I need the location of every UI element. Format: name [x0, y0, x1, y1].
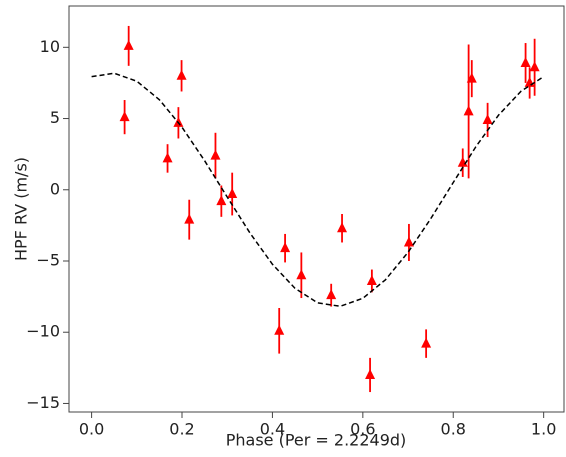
- y-tick-label: 10: [40, 37, 60, 56]
- data-point: [337, 222, 348, 233]
- data-point: [296, 269, 307, 280]
- y-tick-label: 5: [50, 108, 60, 127]
- x-tick-label: 1.0: [531, 420, 556, 439]
- data-point: [421, 337, 432, 348]
- data-point: [123, 39, 134, 50]
- data-point: [210, 149, 221, 160]
- x-tick-label: 0.0: [79, 420, 104, 439]
- y-tick-label: 0: [50, 179, 60, 198]
- data-point: [176, 69, 187, 80]
- data-point: [403, 236, 414, 247]
- data-point: [274, 324, 285, 335]
- data-point: [227, 188, 238, 199]
- y-tick-label: −10: [26, 322, 60, 341]
- data-point: [466, 72, 477, 83]
- x-axis-label: Phase (Per = 2.2249d): [226, 431, 407, 450]
- data-point: [520, 56, 531, 67]
- data-point: [326, 289, 337, 300]
- data-point: [216, 195, 227, 206]
- x-tick-label: 0.4: [260, 420, 285, 439]
- data-point: [366, 274, 377, 285]
- plot-frame: [68, 5, 565, 413]
- data-point: [463, 105, 474, 116]
- data-point: [365, 368, 376, 379]
- x-tick-label: 0.6: [350, 420, 375, 439]
- x-tick-label: 0.2: [169, 420, 194, 439]
- x-tick-label: 0.8: [441, 420, 466, 439]
- data-point: [280, 242, 291, 253]
- data-point: [482, 113, 493, 124]
- data-point: [529, 61, 540, 72]
- data-point: [119, 111, 130, 122]
- model-curve: [91, 72, 545, 308]
- data-point: [184, 213, 195, 224]
- y-axis-label: HPF RV (m/s): [12, 157, 31, 261]
- y-tick-label: −5: [36, 250, 60, 269]
- y-tick-label: −15: [26, 393, 60, 412]
- data-point: [162, 152, 173, 163]
